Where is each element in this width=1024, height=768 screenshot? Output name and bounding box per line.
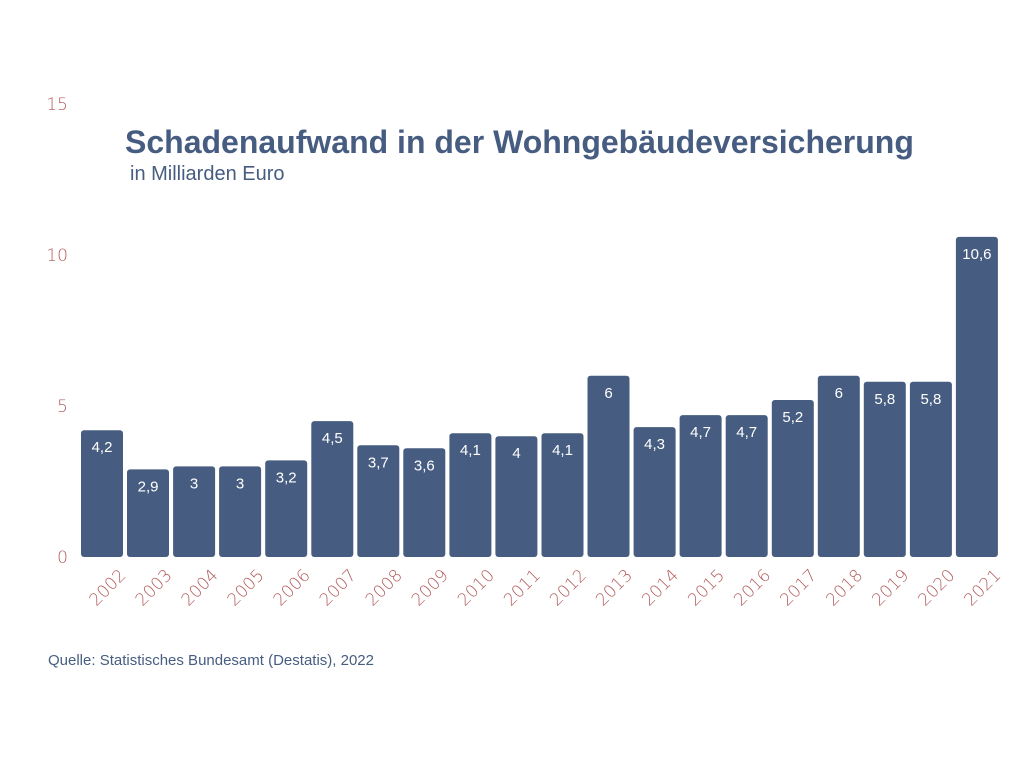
x-tick-label: 2014 <box>638 566 683 611</box>
x-tick-label: 2021 <box>961 566 1006 611</box>
bar-data-label: 3,2 <box>276 469 297 486</box>
bar-data-label: 3,7 <box>368 454 389 471</box>
bar-2005 <box>219 466 262 557</box>
x-tick-label: 2016 <box>730 566 775 611</box>
bar-2016 <box>725 415 768 557</box>
bar-2018 <box>817 375 860 557</box>
x-tick-label: 2017 <box>776 566 821 611</box>
x-tick-label: 2007 <box>316 566 361 611</box>
bar-data-label: 6 <box>835 385 843 402</box>
bar-2003 <box>127 469 169 557</box>
x-tick-label: 2011 <box>500 566 545 611</box>
bar-data-label: 5,2 <box>782 409 803 426</box>
x-tick-label: 2004 <box>178 566 223 611</box>
bars-group: 4,2 2,9 3 3 3,2 4,5 3,7 3,6 4,1 4 4,1 6 4,3 4,7 4,7 5,2… <box>81 236 998 557</box>
bar-2004 <box>173 466 216 557</box>
bar-data-label: 2,9 <box>138 478 159 495</box>
bar-2010 <box>449 433 492 557</box>
x-axis: 2002 2003 2004 2005 2006 2007 2008 2009 2010 2011… <box>86 566 1006 611</box>
x-tick-label: 2003 <box>132 566 177 611</box>
bar-data-label: 4,1 <box>460 442 481 459</box>
bar-2015 <box>679 415 722 557</box>
bar-2002 <box>81 430 123 557</box>
bar-2017 <box>771 400 814 557</box>
source-note: Quelle: Statistisches Bundesamt (Destati… <box>48 652 374 669</box>
chart-title: Schadenaufwand in der Wohngebäudeversich… <box>125 124 914 160</box>
bar-2006 <box>265 460 308 557</box>
bar-2009 <box>403 448 446 557</box>
bar-2011 <box>495 436 538 557</box>
bar-data-label: 4,7 <box>690 424 711 441</box>
bar-2007 <box>311 421 354 557</box>
bar-data-label: 4,5 <box>322 430 343 447</box>
y-tick-label: 5 <box>57 397 68 417</box>
bar-2008 <box>357 445 400 557</box>
bar-2019 <box>863 381 906 557</box>
y-axis: 0 5 10 15 <box>46 95 68 568</box>
bar-data-label: 5,8 <box>874 391 895 408</box>
bar-data-label: 3,6 <box>414 457 435 474</box>
x-tick-label: 2002 <box>86 566 131 611</box>
x-tick-label: 2018 <box>822 566 867 611</box>
bar-2020 <box>909 381 952 557</box>
y-tick-label: 15 <box>46 95 68 115</box>
bar-data-label: 10,6 <box>962 246 991 263</box>
x-tick-label: 2015 <box>684 566 729 611</box>
x-tick-label: 2013 <box>592 566 637 611</box>
bar-2012 <box>541 433 584 557</box>
chart-subtitle: in Milliarden Euro <box>130 163 285 185</box>
y-tick-label: 0 <box>57 548 68 568</box>
bar-data-label: 5,8 <box>920 391 941 408</box>
bar-data-label: 4,2 <box>92 439 113 456</box>
x-tick-label: 2020 <box>915 566 960 611</box>
x-tick-label: 2006 <box>270 566 315 611</box>
bar-data-label: 6 <box>604 385 612 402</box>
bar-data-label: 4,1 <box>552 442 573 459</box>
x-tick-label: 2008 <box>362 566 407 611</box>
x-tick-label: 2012 <box>546 566 591 611</box>
x-tick-label: 2009 <box>408 566 453 611</box>
bar-2014 <box>633 427 676 557</box>
bar-2021 <box>955 236 998 557</box>
bar-data-label: 4,7 <box>736 424 757 441</box>
bar-data-label: 3 <box>190 475 198 492</box>
bar-2013 <box>587 375 630 557</box>
bar-data-label: 3 <box>236 475 244 492</box>
x-tick-label: 2019 <box>868 566 913 611</box>
bar-data-label: 4 <box>512 445 520 462</box>
y-tick-label: 10 <box>46 246 68 266</box>
x-tick-label: 2010 <box>454 566 499 611</box>
x-tick-label: 2005 <box>224 566 269 611</box>
bar-data-label: 4,3 <box>644 436 665 453</box>
